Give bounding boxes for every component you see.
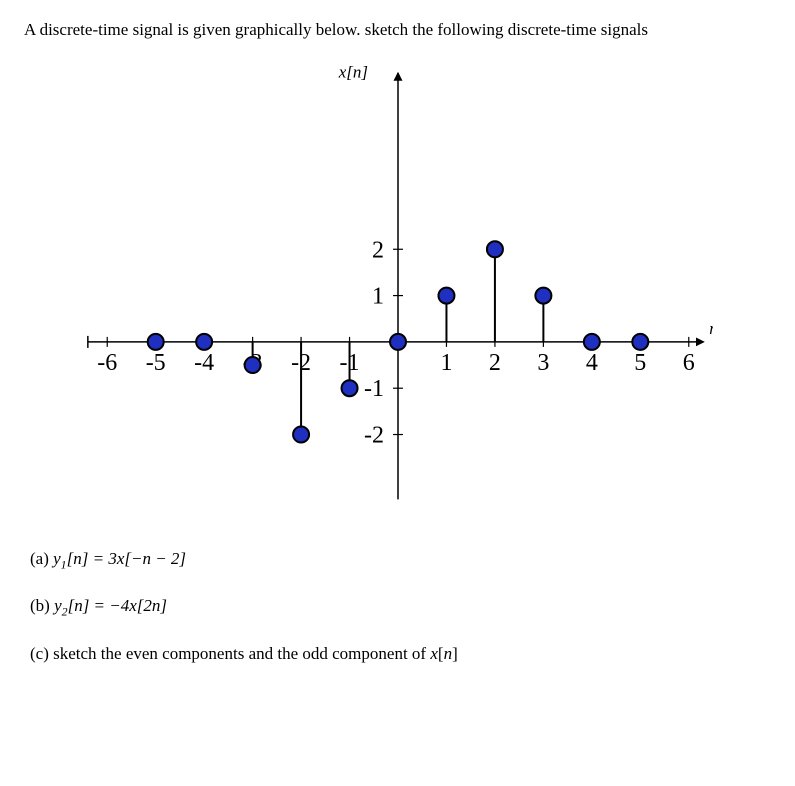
chart-container: -6-5-4-3-2-112345621-1-2x[n]n xyxy=(24,64,771,509)
question-a-label: (a) xyxy=(30,549,53,568)
svg-text:-4: -4 xyxy=(194,350,214,376)
svg-text:6: 6 xyxy=(682,350,694,376)
question-b-label: (b) xyxy=(30,596,54,615)
question-a: (a) y1[n] = 3x[−n − 2] xyxy=(30,549,771,572)
question-c-label: (c) xyxy=(30,644,53,663)
prompt-text: A discrete-time signal is given graphica… xyxy=(24,20,771,40)
svg-text:2: 2 xyxy=(372,237,384,263)
svg-text:-1: -1 xyxy=(364,376,384,402)
svg-text:-5: -5 xyxy=(145,350,165,376)
svg-text:-2: -2 xyxy=(364,423,384,449)
svg-text:5: 5 xyxy=(634,350,646,376)
chart-svg: -6-5-4-3-2-112345621-1-2x[n]n xyxy=(83,64,713,504)
question-list: (a) y1[n] = 3x[−n − 2] (b) y2[n] = −4x[2… xyxy=(24,549,771,664)
stem-chart: -6-5-4-3-2-112345621-1-2x[n]n xyxy=(83,64,713,509)
question-b-math: y2[n] = −4x[2n] xyxy=(54,596,167,615)
question-c: (c) sketch the even components and the o… xyxy=(30,644,771,664)
svg-text:x[n]: x[n] xyxy=(337,64,367,81)
question-a-math: y1[n] = 3x[−n − 2] xyxy=(53,549,186,568)
question-b: (b) y2[n] = −4x[2n] xyxy=(30,596,771,619)
svg-text:3: 3 xyxy=(537,350,549,376)
svg-text:2: 2 xyxy=(488,350,500,376)
svg-text:1: 1 xyxy=(372,284,384,310)
question-c-text: sketch the even components and the odd c… xyxy=(53,644,458,663)
svg-text:4: 4 xyxy=(585,350,597,376)
svg-text:n: n xyxy=(709,319,713,338)
svg-text:-6: -6 xyxy=(97,350,117,376)
svg-text:1: 1 xyxy=(440,350,452,376)
